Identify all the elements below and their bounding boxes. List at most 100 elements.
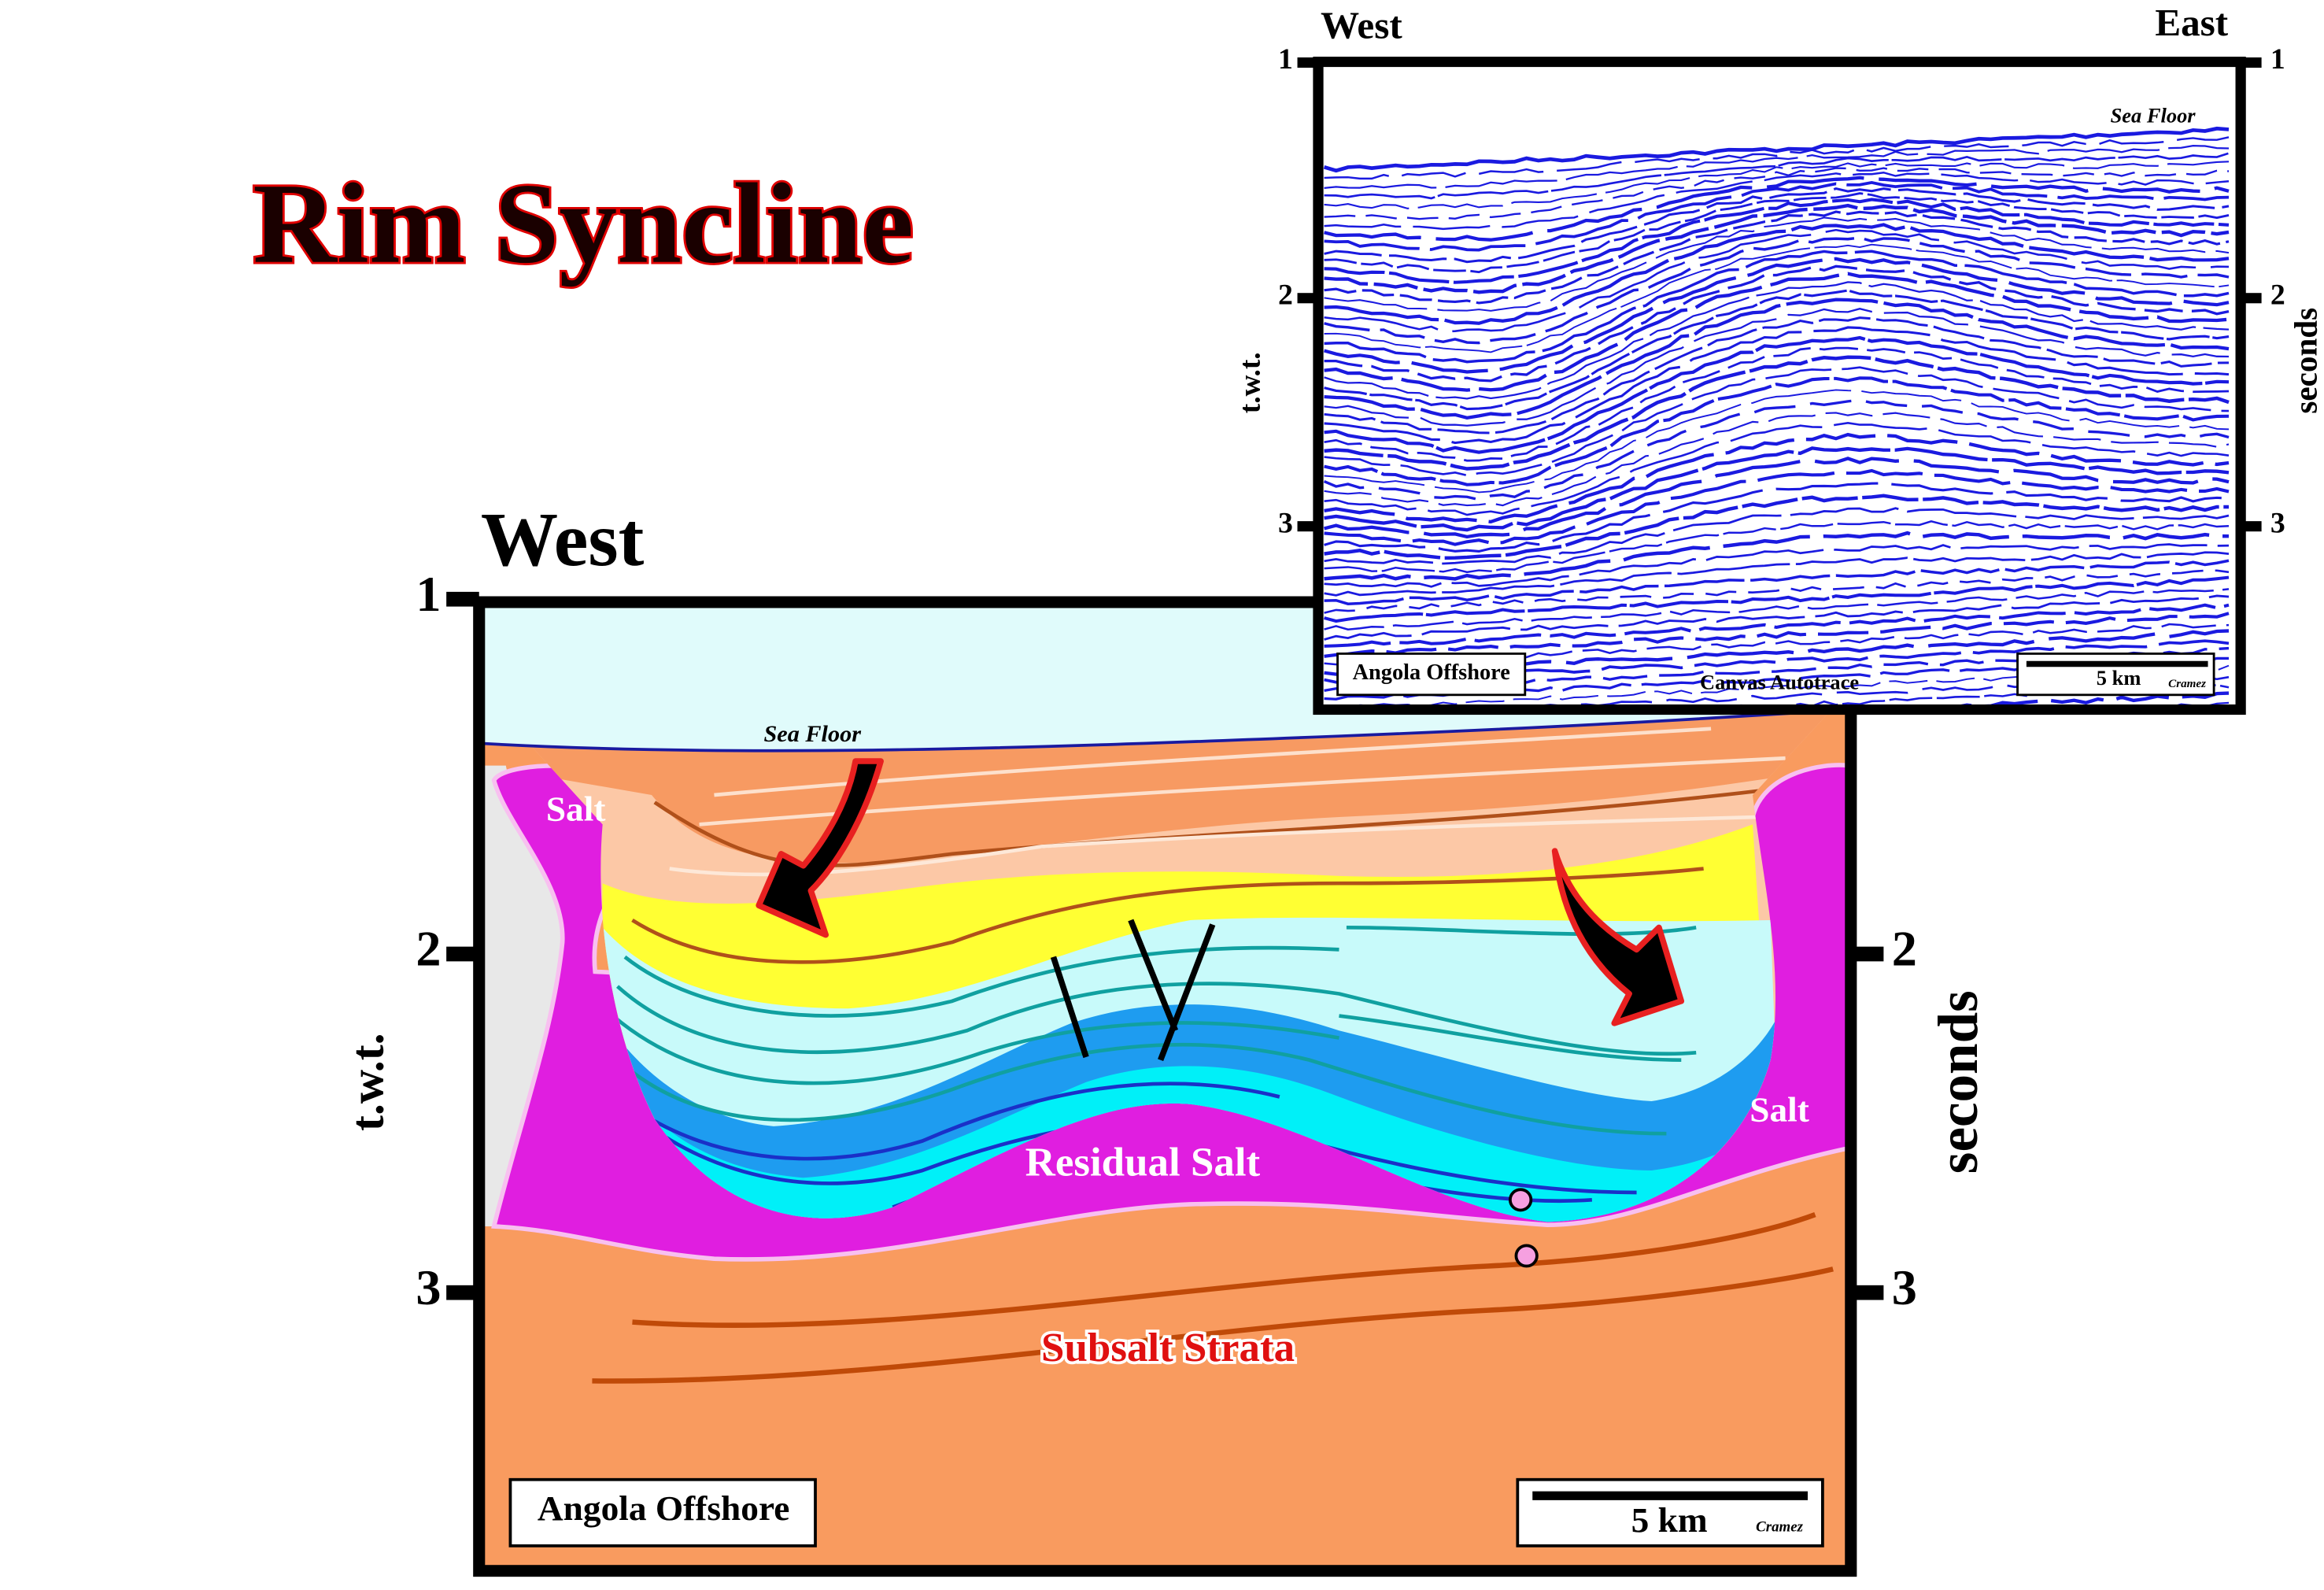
- seismic-reflector: [1324, 176, 2230, 242]
- seismic-reflector: [1917, 691, 2230, 705]
- tick-label: 1: [416, 566, 441, 622]
- sea-floor-line: [482, 708, 1849, 752]
- seismic-reflector: [1324, 346, 2230, 462]
- seismic-reflector: [1324, 432, 2230, 524]
- seismic-reflector: [1324, 507, 2230, 565]
- seismic-reflector: [1324, 223, 2230, 325]
- seismic-reflector: [1324, 167, 2230, 220]
- seismic-reflector: [1323, 126, 2230, 173]
- seismic-reflector: [1324, 335, 2230, 454]
- seismic-reflectors: [1323, 126, 2230, 705]
- inset-frame: [1313, 57, 2246, 716]
- subsalt-label: Subsalt Strata: [1041, 1325, 1295, 1370]
- seismic-reflector: [1324, 494, 2230, 560]
- tick-label: 3: [1892, 1259, 1917, 1315]
- seismic-reflector: [1324, 551, 2230, 597]
- direction-label: West: [481, 498, 645, 582]
- scale-label: 5 km: [1631, 1500, 1708, 1540]
- seismic-reflector: [1324, 457, 2230, 539]
- author-label: Cramez: [1756, 1519, 1804, 1536]
- tick-label: 1: [1278, 43, 1293, 76]
- tick-label: 1: [2270, 43, 2285, 76]
- seismic-reflector: [1324, 272, 2230, 392]
- axis-label: seconds: [2287, 308, 2323, 414]
- seismic-reflector: [1324, 210, 2230, 305]
- seismic-reflector: [1324, 520, 2230, 574]
- scale-label: 5 km: [2097, 667, 2141, 690]
- left-gray-area: [482, 765, 563, 1227]
- seismic-reflector: [1323, 398, 2230, 501]
- seismic-reflector: [1324, 326, 2230, 445]
- direction-label: East: [2155, 1, 2229, 44]
- seismic-reflector: [1324, 236, 2230, 345]
- faults: [1050, 919, 1216, 1061]
- title: Rim Syncline: [253, 159, 914, 287]
- tick-label: 3: [1278, 506, 1293, 539]
- tick-label: 2: [416, 921, 441, 977]
- salt-label: Salt: [546, 789, 606, 829]
- seismic-reflector: [1324, 145, 2230, 189]
- seismic-reflector: [1324, 250, 2230, 364]
- tick-label: 3: [2270, 506, 2285, 539]
- seismic-reflector: [1324, 228, 2230, 333]
- tick-marks: [446, 591, 1884, 1300]
- sea-floor-label: Sea Floor: [2111, 105, 2197, 128]
- seismic-reflector: [1324, 152, 2230, 200]
- seismic-reflector: [1324, 243, 2230, 353]
- scale-box: [1516, 1477, 1824, 1547]
- residual-salt-label: Residual Salt: [1025, 1140, 1261, 1185]
- seismic-reflector: [1324, 412, 2230, 507]
- subsalt-horizons: [592, 1211, 1834, 1384]
- axis-label: t.w.t.: [1233, 352, 1266, 413]
- seismic-reflector: [1324, 559, 2230, 605]
- seismic-reflector: [1324, 264, 2230, 383]
- seismic-reflector: [1324, 446, 2230, 532]
- seismic-reflector: [1324, 531, 2230, 581]
- seismic-reflector: [1324, 543, 2230, 588]
- seismic-reflector: [1324, 594, 2230, 641]
- seismic-reflector: [1324, 161, 2230, 209]
- processing-label: Canvas Autotrace: [1700, 671, 1859, 694]
- tick-label: 2: [1278, 279, 1293, 312]
- seismic-reflector: [1324, 257, 2230, 374]
- seismic-reflector: [1324, 355, 2230, 471]
- location-box: [508, 1477, 817, 1547]
- seismic-reflector: [1324, 482, 2230, 553]
- seismic-reflector: [1324, 569, 2230, 614]
- seismic-reflector: [1535, 675, 2230, 705]
- seismic-reflector: [1324, 422, 2230, 516]
- subsidence-arrow: [756, 758, 884, 938]
- seismic-reflector: [1324, 376, 2230, 486]
- seismic-reflector: [1324, 603, 2230, 648]
- seismic-reflector: [1324, 198, 2230, 284]
- tick-label: 2: [2270, 279, 2285, 312]
- direction-label: West: [1321, 4, 1402, 47]
- seismic-reflector: [1324, 298, 2230, 420]
- seismic-reflector: [1324, 366, 2230, 477]
- seismic-inset: West East 1 2 3 1 2 3 t.w.t. seconds Sea…: [1233, 1, 2324, 716]
- seismic-reflector: [1324, 588, 2230, 631]
- seismic-reflector: [1324, 181, 2230, 252]
- interpretation-diagram: West 1 2 3 2 3 t.w.t. seconds Sea Floor …: [341, 498, 1990, 1577]
- seismic-reflector: [1324, 216, 2230, 312]
- seismic-reflector: [1324, 316, 2230, 434]
- axis-label: seconds: [1927, 990, 1990, 1174]
- salt-label: Salt: [1749, 1090, 1809, 1130]
- seismic-reflector: [1324, 281, 2230, 400]
- seismic-reflector: [1324, 136, 2230, 180]
- axis-label: t.w.t.: [341, 1033, 393, 1131]
- scale-box: [2016, 653, 2215, 697]
- seismic-reflector: [1324, 203, 2230, 294]
- inset-tick-marks: [1297, 57, 2262, 532]
- seismic-reflector: [1324, 612, 2230, 658]
- well-marker: [1508, 1188, 1533, 1212]
- location-box: [1336, 653, 1527, 697]
- subsidence-arrow: [1551, 848, 1685, 1026]
- seismic-reflector: [1324, 389, 2230, 494]
- tick-label: 2: [1892, 921, 1917, 977]
- well-marker: [1514, 1244, 1539, 1268]
- location-label: Angola Offshore: [538, 1488, 790, 1528]
- seismic-reflector: [1324, 575, 2230, 623]
